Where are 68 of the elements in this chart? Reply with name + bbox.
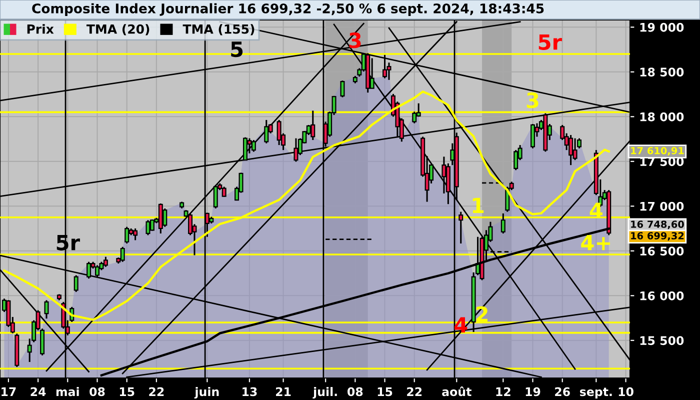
y-tick-label: 19 000: [640, 22, 684, 32]
candlestick: [242, 136, 248, 161]
chart-title: Composite Index Journalier 16 699,32 -2,50 % 6 sept. 2024, 18:43:45: [32, 3, 544, 16]
candlestick: [133, 228, 138, 241]
candlestick: [74, 274, 78, 293]
candlestick: [514, 149, 518, 171]
candlestick: [95, 264, 100, 278]
candlestick: [412, 110, 417, 124]
x-tick-label: mai: [56, 387, 79, 396]
x-tick-label: juin: [194, 387, 219, 399]
y-tick-label: 16 000: [640, 291, 684, 300]
x-tick-label: août: [442, 386, 472, 396]
x-tick-label: sept.: [580, 388, 612, 398]
candlestick: [44, 299, 49, 320]
y-tick-label: 18 500: [640, 68, 684, 77]
candlestick: [222, 186, 226, 198]
candlestick: [213, 184, 218, 210]
candlestick: [382, 54, 388, 80]
candlestick: [264, 119, 269, 144]
candlestick: [530, 123, 535, 150]
candlestick: [568, 134, 574, 166]
candlestick: [162, 208, 168, 228]
annotation: 3: [349, 32, 361, 48]
annotation: 16 748,60: [631, 220, 684, 230]
legend-label: TMA (155): [182, 24, 254, 36]
annotation: 16 699,32: [631, 232, 684, 241]
annotation: 1: [472, 198, 484, 214]
candlestick: [500, 212, 506, 234]
y-tick-label: 17 000: [640, 202, 684, 211]
annotation: 5r: [538, 34, 562, 50]
x-tick-label: 10: [618, 387, 634, 396]
candlestick: [158, 202, 163, 234]
x-tick-label: 22: [407, 387, 422, 396]
candlestick: [340, 80, 345, 98]
annotation: 4+: [581, 234, 610, 250]
annotation: 3: [526, 92, 538, 108]
x-tick-label: 15: [120, 387, 134, 396]
annotation: 17 610,91: [631, 146, 684, 156]
candlestick: [120, 246, 125, 263]
x-tick-label: 26: [555, 387, 570, 396]
annotation: 2: [476, 306, 488, 322]
y-tick-label: 18 000: [640, 112, 684, 122]
x-tick-label: 22: [149, 387, 164, 396]
y-tick-label: 15 500: [640, 336, 684, 346]
candlestick: [86, 261, 92, 280]
candlestick: [294, 138, 298, 162]
x-tick-label: 17: [2, 387, 16, 396]
x-tick-label: 12: [496, 387, 510, 396]
x-tick-label: 24: [30, 387, 46, 396]
candlestick: [146, 219, 150, 236]
legend-label: Prix: [27, 24, 54, 34]
y-tick-label: 16 500: [640, 246, 684, 256]
candlestick: [458, 211, 464, 244]
x-tick-label: 21: [276, 387, 291, 396]
candlestick: [310, 110, 316, 141]
x-tick-label: juil.: [312, 387, 337, 399]
x-tick-label: 19: [526, 387, 540, 396]
candlestick: [276, 119, 282, 146]
candlestick: [103, 256, 108, 268]
candlestick: [572, 138, 578, 161]
x-tick-label: 15: [378, 387, 392, 396]
candlestick: [251, 139, 256, 153]
x-tick-label: 08: [348, 387, 363, 396]
x-tick-label: 13: [242, 387, 257, 396]
x-tick-label: 08: [90, 387, 105, 396]
candlestick: [124, 226, 130, 244]
candlestick: [370, 57, 374, 90]
legend-label: TMA (20): [86, 24, 150, 36]
